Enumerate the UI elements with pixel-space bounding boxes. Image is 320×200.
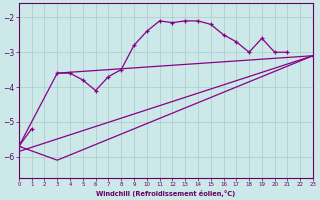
- X-axis label: Windchill (Refroidissement éolien,°C): Windchill (Refroidissement éolien,°C): [96, 190, 236, 197]
